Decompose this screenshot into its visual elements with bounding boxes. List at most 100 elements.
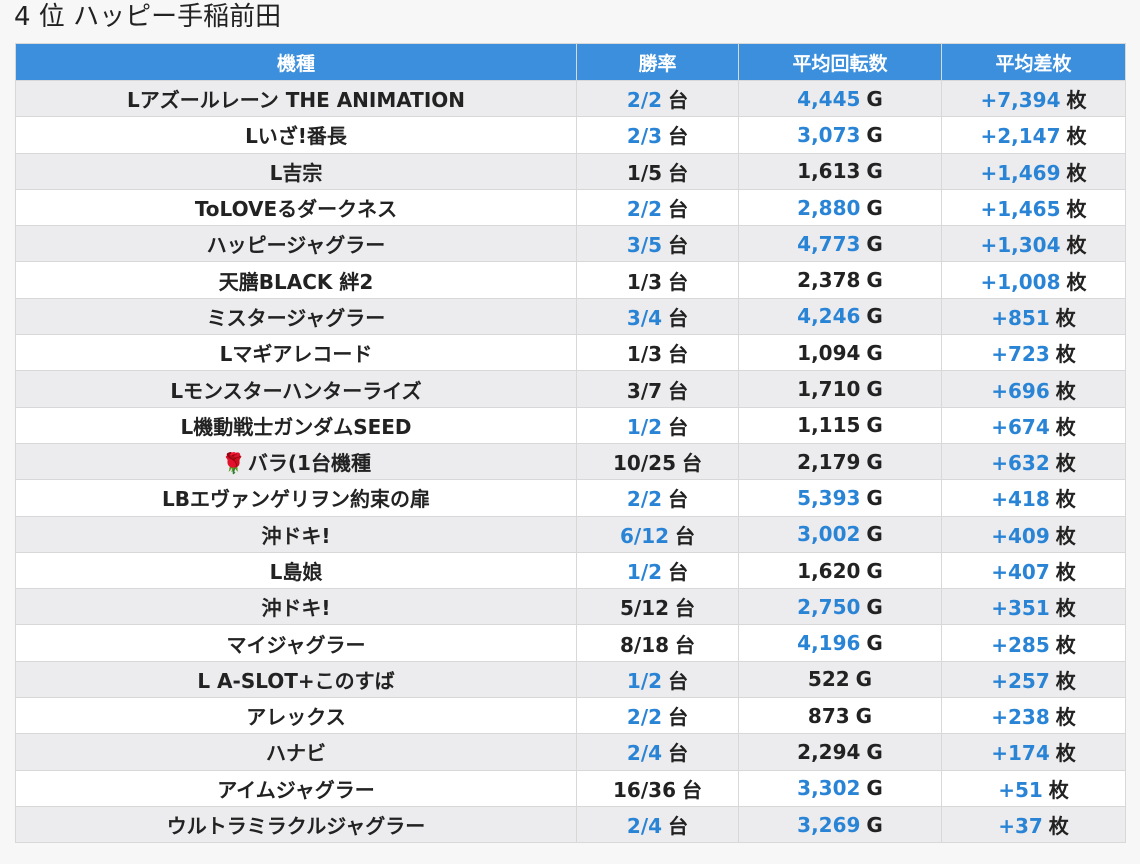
win-rate-cell: 2/2 台 <box>576 188 739 227</box>
avg-diff-value: +257 <box>991 668 1050 693</box>
win-rate-unit: 台 <box>668 88 689 113</box>
avg-spins-cell: 2,880 G <box>738 188 942 227</box>
machine-cell: アイムジャグラー <box>15 769 577 807</box>
avg-spins-cell: 873 G <box>738 697 942 735</box>
table-row[interactable]: L機動戦士ガンダムSEED 1/2 台 1,115 G +674 枚 <box>15 406 1126 444</box>
table-row[interactable]: 沖ドキ! 6/12 台 3,002 G +409 枚 <box>15 515 1126 553</box>
win-rate-cell: 1/3 台 <box>576 334 739 372</box>
avg-spins-cell: 2,294 G <box>738 733 942 771</box>
win-rate-unit: 台 <box>681 451 702 476</box>
table-row[interactable]: Lモンスターハンターライズ 3/7 台 1,710 G +696 枚 <box>15 370 1126 408</box>
table-row[interactable]: Lマギアレコード 1/3 台 1,094 G +723 枚 <box>15 334 1126 372</box>
table-row[interactable]: ウルトラミラクルジャグラー 2/4 台 3,269 G +37 枚 <box>15 805 1126 844</box>
machine-name[interactable]: ToLOVEるダークネス <box>194 197 398 222</box>
avg-spins-cell: 4,445 G <box>738 79 942 118</box>
machine-name[interactable]: L島娘 <box>269 560 323 584</box>
machine-name[interactable]: アイムジャグラー <box>217 777 375 802</box>
avg-spins-unit: G <box>866 558 883 583</box>
machine-cell: ウルトラミラクルジャグラー <box>15 805 577 844</box>
avg-spins-value: 3,302 <box>797 776 861 801</box>
avg-diff-cell: +238 枚 <box>941 697 1126 735</box>
avg-spins-unit: G <box>866 739 883 764</box>
table-row[interactable]: LBエヴァンゲリヲン約束の扉 2/2 台 5,393 G +418 枚 <box>15 479 1126 517</box>
avg-spins-unit: G <box>866 449 883 474</box>
machine-name[interactable]: L A-SLOT+このすば <box>197 668 395 693</box>
table-row[interactable]: 天膳BLACK 絆2 1/3 台 2,378 G +1,008 枚 <box>15 261 1126 299</box>
win-rate-value: 3/5 <box>626 233 663 258</box>
win-rate-unit: 台 <box>668 814 689 839</box>
table-row[interactable]: 🌹 バラ(1台機種 10/25 台 2,179 G +632 枚 <box>15 442 1126 481</box>
table-row[interactable]: ミスタージャグラー 3/4 台 4,246 G +851 枚 <box>15 297 1126 336</box>
avg-diff-value: +418 <box>991 487 1050 512</box>
table-row[interactable]: L A-SLOT+このすば 1/2 台 522 G +257 枚 <box>15 660 1126 699</box>
table-row[interactable]: ToLOVEるダークネス 2/2 台 2,880 G +1,465 枚 <box>15 188 1126 227</box>
avg-spins-cell: 522 G <box>738 660 942 699</box>
machine-cell: マイジャグラー <box>15 624 577 662</box>
win-rate-unit: 台 <box>668 378 689 403</box>
win-rate-cell: 10/25 台 <box>576 442 739 481</box>
table-row[interactable]: マイジャグラー 8/18 台 4,196 G +285 枚 <box>15 624 1126 662</box>
table-row[interactable]: ハッピージャグラー 3/5 台 4,773 G +1,304 枚 <box>15 225 1126 263</box>
machine-name[interactable]: 沖ドキ! <box>261 523 331 548</box>
win-rate-unit: 台 <box>675 632 696 657</box>
avg-diff-cell: +7,394 枚 <box>941 79 1126 118</box>
machine-cell: L島娘 <box>15 551 577 590</box>
avg-diff-unit: 枚 <box>1055 523 1076 548</box>
machine-name[interactable]: ハッピージャグラー <box>206 233 386 258</box>
machine-name[interactable]: L機動戦士ガンダムSEED <box>180 414 412 439</box>
table-row[interactable]: アレックス 2/2 台 873 G +238 枚 <box>15 697 1126 735</box>
avg-diff-unit: 枚 <box>1055 668 1076 693</box>
table-row[interactable]: L吉宗 1/5 台 1,613 G +1,469 枚 <box>15 152 1126 190</box>
table-row[interactable]: ハナビ 2/4 台 2,294 G +174 枚 <box>15 733 1126 771</box>
machine-name[interactable]: Lアズールレーン THE ANIMATION <box>126 88 466 113</box>
table-row[interactable]: 沖ドキ! 5/12 台 2,750 G +351 枚 <box>15 588 1126 626</box>
avg-spins-cell: 2,179 G <box>738 442 942 481</box>
avg-spins-value: 3,269 <box>797 812 861 837</box>
table-row[interactable]: Lいざ!番長 2/3 台 3,073 G +2,147 枚 <box>15 116 1126 154</box>
avg-diff-unit: 枚 <box>1055 705 1076 730</box>
win-rate-unit: 台 <box>675 523 696 548</box>
col-header-avg-diff[interactable]: 平均差枚 <box>941 43 1126 81</box>
avg-diff-value: +409 <box>991 523 1050 548</box>
table-row[interactable]: L島娘 1/2 台 1,620 G +407 枚 <box>15 551 1126 590</box>
col-header-win-rate[interactable]: 勝率 <box>576 43 739 81</box>
machine-name[interactable]: Lいざ!番長 <box>245 124 347 149</box>
avg-diff-value: +174 <box>991 741 1050 766</box>
machine-name[interactable]: 沖ドキ! <box>261 596 331 621</box>
win-rate-value: 1/3 <box>626 269 663 294</box>
machine-name[interactable]: Lモンスターハンターライズ <box>170 378 422 403</box>
win-rate-cell: 3/5 台 <box>576 225 739 263</box>
col-header-machine[interactable]: 機種 <box>15 43 577 81</box>
avg-diff-unit: 枚 <box>1066 197 1087 222</box>
avg-spins-cell: 1,115 G <box>738 406 942 444</box>
machine-name[interactable]: 天膳BLACK 絆2 <box>218 269 374 294</box>
col-header-avg-spins[interactable]: 平均回転数 <box>738 43 942 81</box>
avg-spins-unit: G <box>866 122 883 147</box>
avg-spins-unit: G <box>855 703 873 728</box>
avg-diff-value: +674 <box>991 414 1050 439</box>
avg-diff-unit: 枚 <box>1066 88 1087 113</box>
win-rate-cell: 2/2 台 <box>576 697 739 735</box>
avg-diff-cell: +1,008 枚 <box>941 261 1126 299</box>
machine-name[interactable]: ウルトラミラクルジャグラー <box>166 814 426 839</box>
machine-name[interactable]: ミスタージャグラー <box>206 305 386 330</box>
avg-diff-cell: +174 枚 <box>941 733 1126 771</box>
machine-name[interactable]: バラ(1台機種 <box>247 451 371 476</box>
table-body: Lアズールレーン THE ANIMATION 2/2 台 4,445 G +7,394 枚 L… <box>15 79 1126 844</box>
machine-name[interactable]: L吉宗 <box>269 160 323 185</box>
win-rate-value: 10/25 <box>613 451 676 476</box>
table-row[interactable]: Lアズールレーン THE ANIMATION 2/2 台 4,445 G +7,394 枚 <box>15 79 1126 118</box>
win-rate-cell: 1/2 台 <box>576 551 739 590</box>
machine-name[interactable]: LBエヴァンゲリヲン約束の扉 <box>162 487 430 512</box>
avg-spins-value: 1,620 <box>797 558 861 583</box>
avg-diff-cell: +409 枚 <box>941 515 1126 553</box>
win-rate-cell: 6/12 台 <box>576 515 739 553</box>
machine-name[interactable]: ハナビ <box>266 741 326 766</box>
avg-diff-unit: 枚 <box>1055 487 1076 512</box>
avg-diff-value: +285 <box>991 632 1050 657</box>
table-row[interactable]: アイムジャグラー 16/36 台 3,302 G +51 枚 <box>15 769 1126 807</box>
machine-name[interactable]: マイジャグラー <box>226 632 366 657</box>
machine-name[interactable]: アレックス <box>246 705 346 730</box>
machine-name[interactable]: Lマギアレコード <box>219 342 373 367</box>
win-rate-unit: 台 <box>668 305 689 330</box>
